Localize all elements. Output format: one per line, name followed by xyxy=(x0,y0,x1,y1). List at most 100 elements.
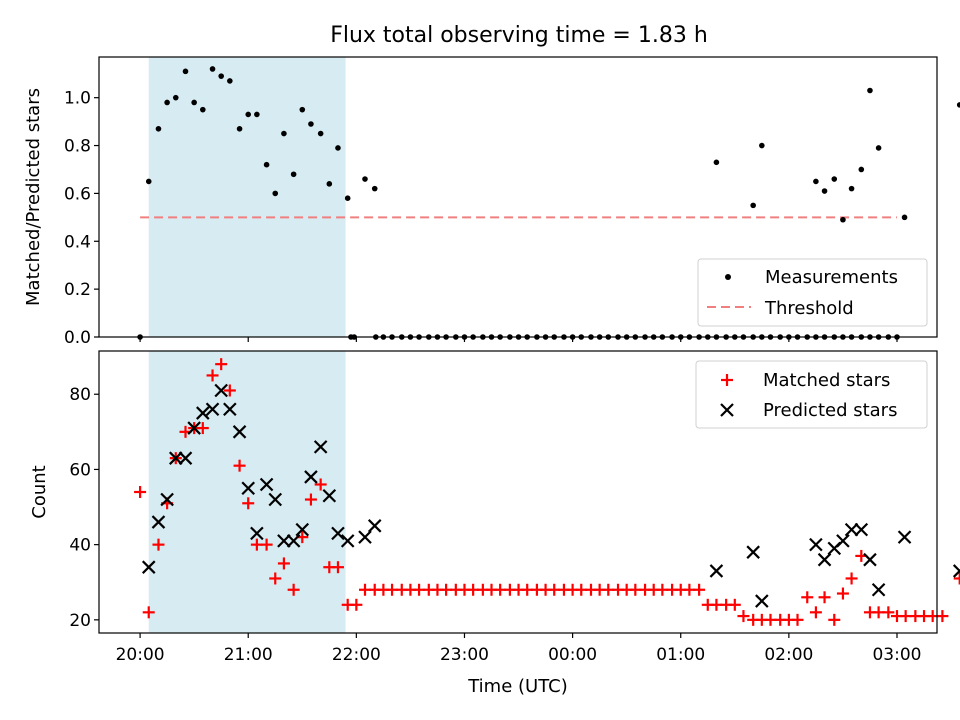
matched-point xyxy=(277,557,290,570)
legend-box xyxy=(695,360,928,429)
y-tick-label: 60 xyxy=(69,460,91,480)
measurement-point xyxy=(263,161,270,168)
ratio-panel: 0.0 0.2 0.4 0.6 0.8 1.0 Matched/Predicted sta… xyxy=(23,56,960,348)
matched-point xyxy=(809,606,822,619)
predicted-point xyxy=(871,582,886,597)
x-axis-label: Time (UTC) xyxy=(467,676,568,697)
y-axis-label: Matched/Predicted stars xyxy=(23,88,44,306)
measurement-point xyxy=(299,106,306,113)
predicted-point xyxy=(141,560,156,574)
legend-matched-label: Matched stars xyxy=(763,370,890,391)
matched-point xyxy=(331,561,344,574)
legend-matched-marker xyxy=(721,374,733,386)
x-tick-label: 03:00 xyxy=(872,645,921,665)
legend-predicted-marker xyxy=(720,403,734,417)
measurement-point xyxy=(145,178,152,185)
y-tick-label: 80 xyxy=(69,385,91,405)
y-tick-label: 40 xyxy=(69,536,91,556)
matched-point xyxy=(314,478,327,491)
predicted-point xyxy=(367,519,382,533)
predicted-point xyxy=(286,534,301,548)
predicted-point xyxy=(817,552,832,567)
y-tick-label: 0.2 xyxy=(64,280,91,300)
measurement-point xyxy=(164,99,170,106)
measurement-point xyxy=(713,159,720,166)
measurement-point xyxy=(840,216,846,223)
y-tick-label: 0.8 xyxy=(64,137,91,157)
legend-measurements-label: Measurements xyxy=(765,267,898,288)
measurement-point xyxy=(317,130,324,137)
measurement-point xyxy=(182,68,189,75)
count-panel: 20 40 60 80 20:00 21:00 22:00 23:00 00:00 01:00 0… xyxy=(29,350,960,697)
matched-point xyxy=(304,493,317,506)
matched-point xyxy=(269,572,282,585)
predicted-point xyxy=(187,421,201,435)
matched-point xyxy=(818,591,831,604)
matched-point xyxy=(152,538,165,551)
legend-measurement-marker xyxy=(725,274,731,280)
predicted-point xyxy=(304,470,318,484)
matched-point xyxy=(233,459,246,472)
measurement-point xyxy=(191,99,197,106)
y-axis-ticks: 0.0 0.2 0.4 0.6 0.8 1.0 xyxy=(64,89,99,348)
measurement-point xyxy=(209,66,216,72)
predicted-point xyxy=(897,530,912,544)
shaded-span xyxy=(148,57,346,337)
matched-point xyxy=(828,613,841,626)
matched-point xyxy=(836,587,849,600)
measurement-point xyxy=(326,181,333,187)
measurement-point xyxy=(272,190,279,197)
predicted-points xyxy=(141,383,960,608)
predicted-point xyxy=(232,425,247,439)
matched-point xyxy=(223,384,236,397)
predicted-point xyxy=(196,406,210,420)
predicted-point xyxy=(277,534,291,548)
predicted-point xyxy=(358,530,372,544)
measurement-point xyxy=(956,102,960,108)
plot-frame xyxy=(98,56,938,338)
y-tick-label: 20 xyxy=(69,611,91,631)
measurement-point xyxy=(290,171,297,178)
predicted-point xyxy=(809,537,823,552)
legend: Measurements Threshold xyxy=(697,258,928,327)
predicted-point xyxy=(223,402,237,417)
predicted-point xyxy=(241,481,255,496)
matched-point xyxy=(882,606,895,619)
x-tick-label: 20:00 xyxy=(116,645,165,665)
matched-point xyxy=(287,583,300,596)
measurement-point xyxy=(875,145,882,151)
matched-point xyxy=(737,610,750,623)
predicted-point xyxy=(151,515,166,529)
matched-point xyxy=(693,583,706,596)
predicted-point xyxy=(214,383,228,398)
predicted-point xyxy=(205,402,220,417)
measurement-point xyxy=(227,78,233,84)
measurement-point xyxy=(254,111,260,118)
predicted-point xyxy=(709,564,724,578)
x-tick-label: 00:00 xyxy=(548,645,597,665)
predicted-point xyxy=(755,594,769,608)
predicted-point xyxy=(854,522,869,537)
matched-point xyxy=(196,422,209,435)
x-axis-ticks xyxy=(139,337,898,342)
matched-point xyxy=(260,538,273,551)
matched-points xyxy=(134,358,960,626)
matched-point xyxy=(728,598,741,611)
predicted-point xyxy=(836,534,850,548)
predicted-point xyxy=(844,522,859,537)
measurement-point xyxy=(155,125,162,132)
y-tick-label: 0.4 xyxy=(64,232,91,252)
measurement-point xyxy=(335,145,341,151)
predicted-point xyxy=(322,488,337,503)
measurement-point xyxy=(236,125,243,132)
legend-predicted-label: Predicted stars xyxy=(763,400,897,421)
x-tick-label: 21:00 xyxy=(224,645,273,665)
matched-point xyxy=(791,613,804,626)
predicted-point xyxy=(268,492,283,507)
measurement-point xyxy=(172,94,179,101)
shaded-span xyxy=(148,351,346,633)
matched-point xyxy=(242,497,255,510)
predicted-point xyxy=(250,526,264,541)
matched-point xyxy=(801,591,814,604)
y-axis-ticks: 20 40 60 80 xyxy=(69,385,99,631)
